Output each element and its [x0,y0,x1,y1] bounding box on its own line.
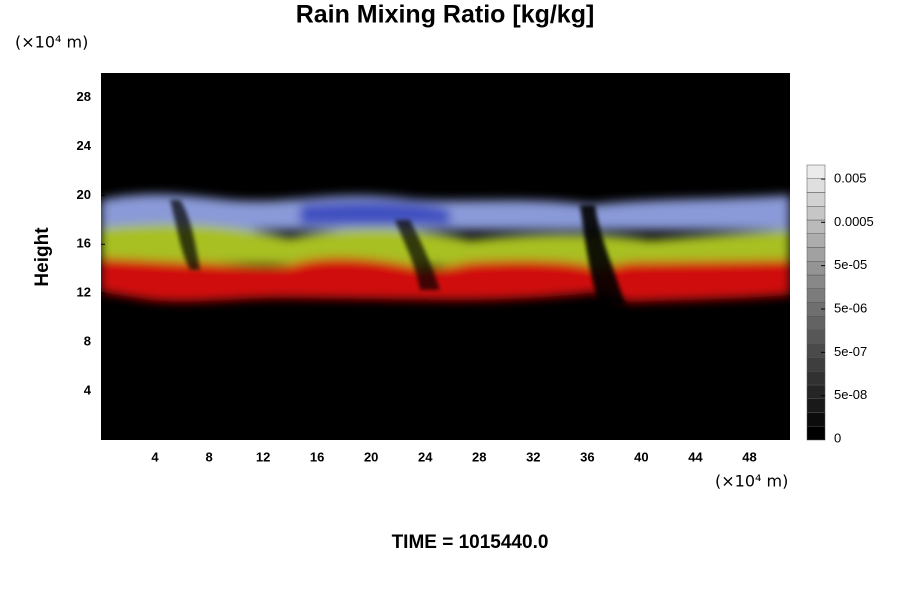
colorbar-band [806,192,826,207]
y-tick-label: 20 [77,187,91,202]
x-tick-label: 28 [472,449,486,464]
colorbar-band [806,316,826,331]
x-tick-label: 4 [151,449,159,464]
colorbar-band [806,247,826,262]
x-tick-label: 12 [256,449,270,464]
colorbar-band [806,371,826,386]
x-tick-label: 48 [742,449,756,464]
colorbar-band [806,178,826,193]
y-tick-label: 4 [84,383,92,398]
colorbar-band [806,412,826,427]
colorbar-band [806,274,826,289]
colorbar-band [806,329,826,344]
colorbar: 0 5e-08 5e-07 5e-06 5e-05 0.0005 0.005 [806,164,874,445]
colorbar-band [806,384,826,399]
y-tick-label: 28 [77,89,91,104]
colorbar-tick-label: 0.0005 [834,214,874,229]
y-tick-label: 24 [77,138,92,153]
colorbar-band [806,398,826,413]
colorbar-tick-label: 0.005 [834,170,867,185]
colorbar-band [806,343,826,358]
colorbar-band [806,288,826,303]
x-tick-label: 20 [364,449,378,464]
colorbar-tick-label: 5e-08 [834,387,867,402]
colorbar-band [806,357,826,372]
time-label: TIME = 1015440.0 [392,532,549,553]
x-tick-label: 24 [418,449,433,464]
colorbar-band [806,206,826,221]
colorbar-band [806,164,826,179]
y-axis-label: Height [32,227,53,287]
colorbar-tick-label: 5e-07 [834,344,867,359]
y-tick-label: 12 [77,285,91,300]
x-tick-label: 8 [205,449,212,464]
x-tick-label: 32 [526,449,540,464]
y-tick-label: 8 [84,334,91,349]
colorbar-tick-label: 0 [834,430,841,445]
colorbar-band [806,233,826,248]
x-tick-label: 36 [580,449,594,464]
y-unit: (×10⁴ m) [15,33,88,52]
colorbar-band [806,261,826,276]
x-unit: (×10⁴ m) [715,472,788,491]
x-tick-label: 44 [688,449,703,464]
chart-title: Rain Mixing Ratio [kg/kg] [296,1,595,29]
y-tick-label: 16 [77,236,91,251]
x-tick-label: 16 [310,449,324,464]
colorbar-band [806,426,826,441]
x-tick-label: 40 [634,449,648,464]
colorbar-tick-label: 5e-05 [834,257,867,272]
rendered-field [101,194,790,305]
colorbar-tick-label: 5e-06 [834,300,867,315]
